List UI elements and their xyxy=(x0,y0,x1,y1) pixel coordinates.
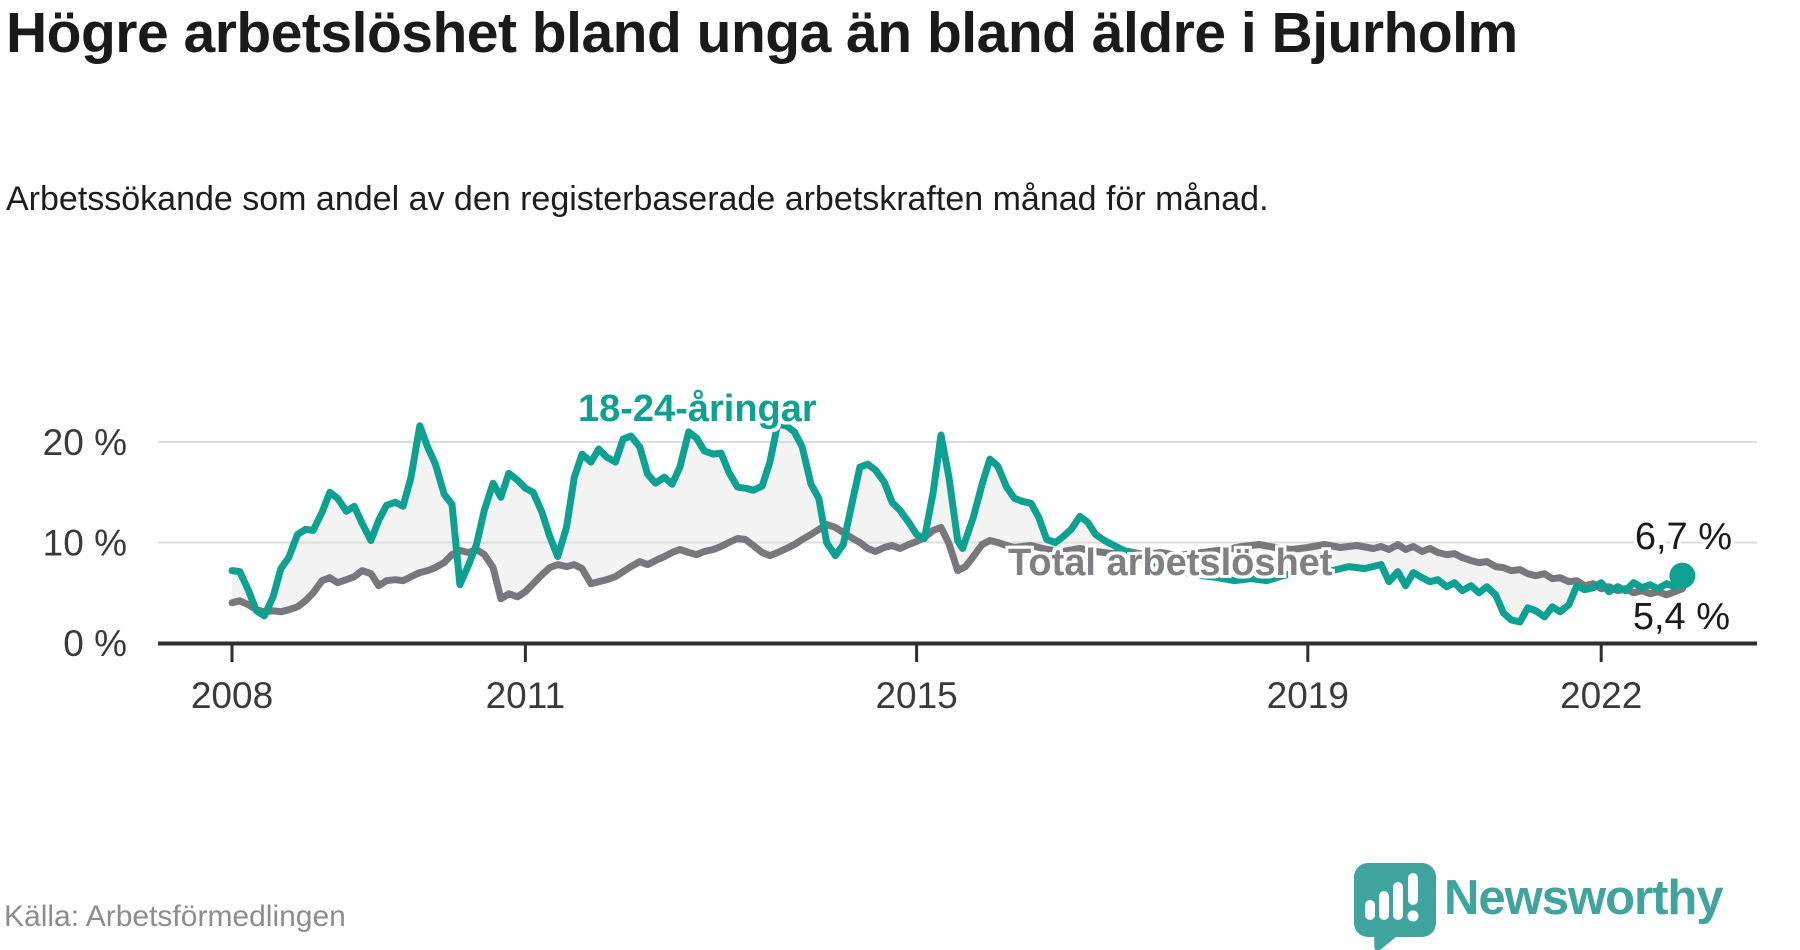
page-title: Högre arbetslöshet bland unga än bland ä… xyxy=(6,1,1518,65)
newsworthy-wordmark: Newsworthy xyxy=(1444,871,1724,925)
total-series-line xyxy=(228,520,1686,616)
bar-icon-large xyxy=(1393,882,1403,920)
end-value-label-total: 5,4 % xyxy=(1632,596,1730,638)
bar-icon-small xyxy=(1365,900,1375,920)
x-tick-label-2015: 2015 xyxy=(875,675,957,716)
y-tick-label-20: 20 % xyxy=(43,422,127,463)
y-tick-label-0: 0 % xyxy=(63,623,127,664)
chart-subtitle: Arbetssökande som andel av den registerb… xyxy=(6,180,1269,218)
end-value-label-youth: 6,7 % xyxy=(1634,516,1732,558)
series-label-youth: 18-24-åringar xyxy=(578,388,817,430)
x-tick-label-2008: 2008 xyxy=(191,675,273,716)
x-tick-label-2019: 2019 xyxy=(1267,675,1349,716)
exclamation-stem-icon xyxy=(1408,873,1418,905)
exclamation-dot-icon xyxy=(1407,910,1419,922)
y-tick-label-10: 10 % xyxy=(43,523,127,564)
youth-end-point-dot xyxy=(1669,562,1696,589)
youth-series-line xyxy=(228,420,1686,626)
bar-icon-medium xyxy=(1379,891,1389,920)
x-tick-label-2011: 2011 xyxy=(486,675,566,716)
newsworthy-logo-icon xyxy=(1354,863,1436,950)
between-series-band xyxy=(232,423,1683,622)
series-label-total: Total arbetslöshet xyxy=(1008,542,1333,584)
x-tick-label-2022: 2022 xyxy=(1560,675,1642,716)
source-credit: Källa: Arbetsförmedlingen xyxy=(4,900,346,933)
